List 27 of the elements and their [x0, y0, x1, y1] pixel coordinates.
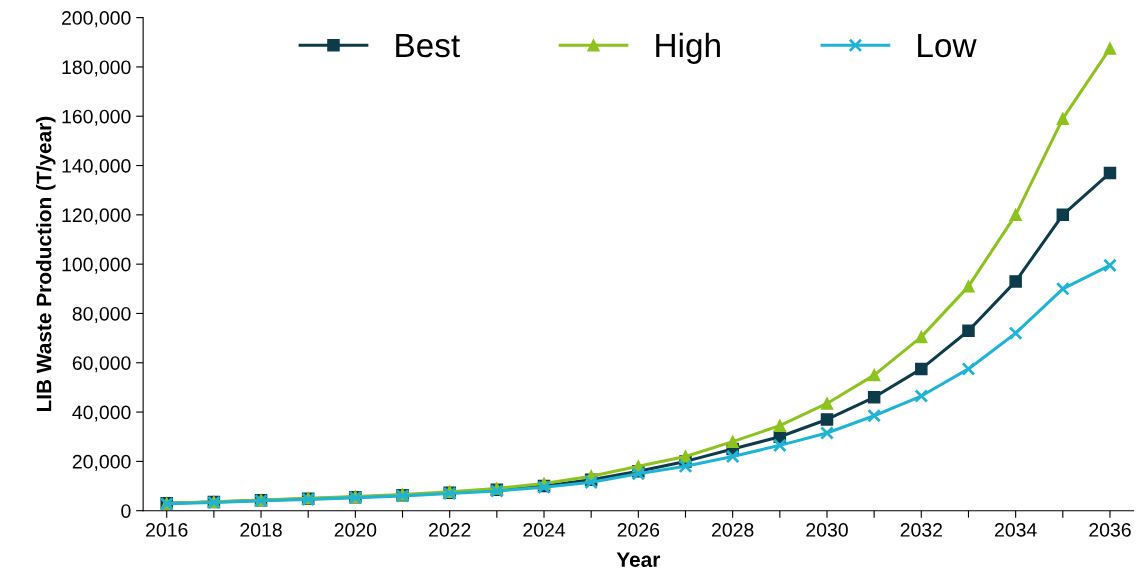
x-tick-label: 2034: [994, 523, 1037, 537]
y-tick-label: 60,000: [72, 356, 131, 373]
x-tick-label: 2022: [429, 523, 471, 537]
y-tick-label: 140,000: [62, 159, 131, 176]
x-tick-label: 2024: [523, 523, 566, 537]
y-axis-title: LIB Waste Production (T/year): [36, 116, 56, 412]
y-tick-label: 180,000: [62, 60, 131, 77]
y-tick-label: 20,000: [72, 454, 131, 471]
y-tick-label: 200,000: [62, 11, 131, 28]
y-tick-label: 120,000: [62, 208, 131, 225]
x-tick-label: 2016: [146, 523, 188, 537]
x-tick-label: 2026: [617, 523, 660, 537]
y-tick-label: 100,000: [62, 257, 131, 274]
legend-label: Low: [918, 34, 977, 58]
x-tick-label: 2030: [806, 523, 848, 537]
y-tick-label: 160,000: [62, 109, 131, 126]
x-tick-label: 2020: [334, 523, 377, 537]
x-axis-title: Year: [616, 552, 661, 568]
x-tick-label: 2018: [240, 523, 282, 537]
x-tick-label: 2028: [712, 523, 754, 537]
y-tick-label: 0: [121, 504, 131, 518]
legend-label: High: [656, 32, 720, 64]
x-tick-label: 2032: [900, 523, 942, 537]
y-tick-label: 80,000: [72, 306, 131, 323]
legend-label: Best: [396, 34, 460, 58]
y-tick-label: 40,000: [72, 405, 131, 422]
x-tick-label: 2036: [1089, 523, 1131, 537]
